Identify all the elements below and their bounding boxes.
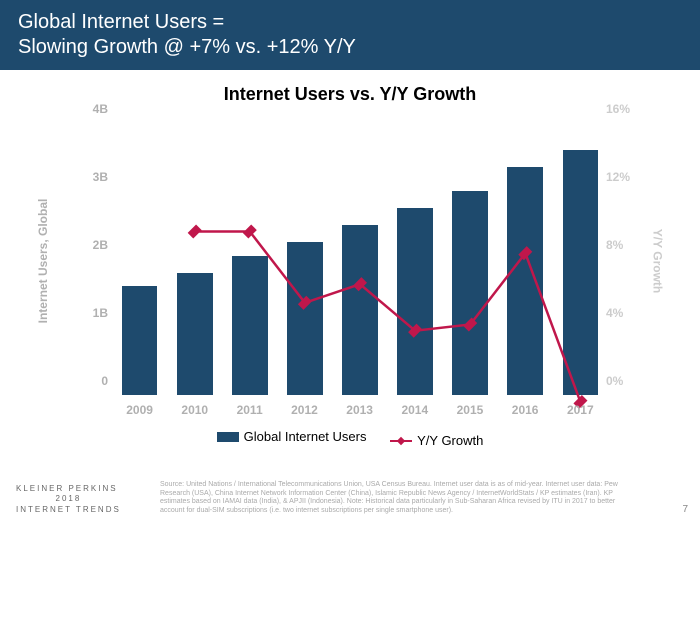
- x-label: 2014: [401, 403, 428, 417]
- x-label: 2015: [457, 403, 484, 417]
- left-tick: 4B: [48, 102, 108, 116]
- x-label: 2010: [181, 403, 208, 417]
- x-label: 2011: [237, 403, 263, 417]
- left-axis: 01B2B3B4B: [48, 123, 108, 395]
- left-tick: 1B: [48, 306, 108, 320]
- plot-area: [112, 123, 608, 395]
- company-line-3: INTERNET TRENDS: [16, 505, 121, 515]
- company-block: KLEINER PERKINS 2018 INTERNET TRENDS: [16, 484, 121, 515]
- right-tick: 8%: [606, 238, 666, 252]
- right-axis: 0%4%8%12%16%: [606, 123, 666, 395]
- x-label: 2009: [126, 403, 153, 417]
- left-tick: 0: [48, 374, 108, 388]
- right-tick: 12%: [606, 170, 666, 184]
- title-line-1: Global Internet Users =: [18, 10, 682, 35]
- x-label: 2017: [567, 403, 594, 417]
- line-swatch: [390, 440, 412, 442]
- x-labels: 2009 2010 2011 2012 2013 2014 2015 2016 2017: [112, 403, 608, 417]
- company-line-1: KLEINER PERKINS: [16, 484, 121, 494]
- x-label: 2012: [291, 403, 318, 417]
- right-tick: 0%: [606, 374, 666, 388]
- x-label: 2013: [346, 403, 373, 417]
- company-line-2: 2018: [16, 494, 121, 504]
- left-tick: 3B: [48, 170, 108, 184]
- footer: KLEINER PERKINS 2018 INTERNET TRENDS Sou…: [0, 469, 700, 525]
- chart: Internet Users, Global Y/Y Growth 01B2B3…: [40, 123, 660, 423]
- growth-line: [112, 123, 608, 619]
- title-line-2: Slowing Growth @ +7% vs. +12% Y/Y: [18, 35, 682, 60]
- right-tick: 4%: [606, 306, 666, 320]
- left-tick: 2B: [48, 238, 108, 252]
- title-bar: Global Internet Users = Slowing Growth @…: [0, 0, 700, 70]
- right-tick: 16%: [606, 102, 666, 116]
- page-number: 7: [682, 504, 688, 515]
- x-label: 2016: [512, 403, 539, 417]
